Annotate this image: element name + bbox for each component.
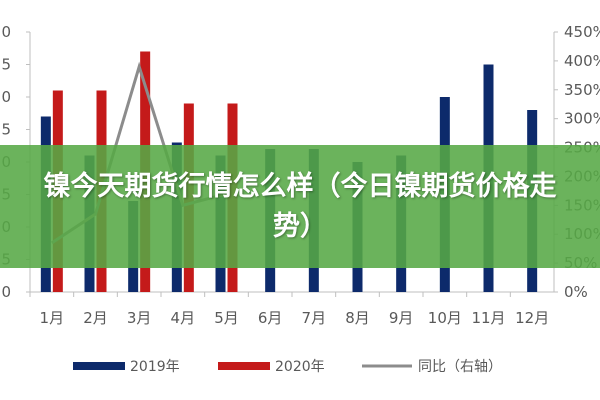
- legend-label-yoy: 同比（右轴）: [418, 359, 502, 375]
- left-tick-label: 5: [1, 121, 11, 139]
- x-tick-label: 9月: [389, 309, 414, 327]
- right-tick-label: 450%: [564, 23, 600, 41]
- chart-legend: 2019年 2020年 同比（右轴）: [73, 359, 502, 375]
- x-tick-label: 6月: [258, 309, 283, 327]
- right-tick-label: 300%: [564, 110, 600, 128]
- x-tick-label: 8月: [345, 309, 370, 327]
- left-tick-label: 0: [1, 283, 11, 301]
- left-tick-label: 5: [1, 56, 11, 74]
- right-tick-label: 0%: [564, 283, 588, 301]
- x-tick-label: 5月: [214, 309, 239, 327]
- left-tick-label: 0: [1, 23, 11, 41]
- legend-label-2019: 2019年: [130, 359, 180, 375]
- legend-swatch-2020: [218, 362, 270, 370]
- x-tick-label: 2月: [83, 309, 108, 327]
- x-tick-label: 3月: [127, 309, 152, 327]
- legend-label-2020: 2020年: [275, 359, 325, 375]
- x-tick-label: 11月: [471, 309, 505, 327]
- x-tick-label: 12月: [515, 309, 549, 327]
- x-tick-label: 4月: [171, 309, 196, 327]
- legend-swatch-2019: [73, 362, 125, 370]
- right-tick-label: 350%: [564, 81, 600, 99]
- x-tick-label: 7月: [302, 309, 327, 327]
- page-title: 镍今天期货行情怎么样（今日镍期货价格走势）: [43, 170, 557, 242]
- left-tick-label: 0: [1, 88, 11, 106]
- right-tick-label: 400%: [564, 52, 600, 70]
- x-tick-label: 1月: [40, 309, 65, 327]
- title-banner: 镍今天期货行情怎么样（今日镍期货价格走势）: [0, 145, 600, 268]
- x-tick-label: 10月: [428, 309, 462, 327]
